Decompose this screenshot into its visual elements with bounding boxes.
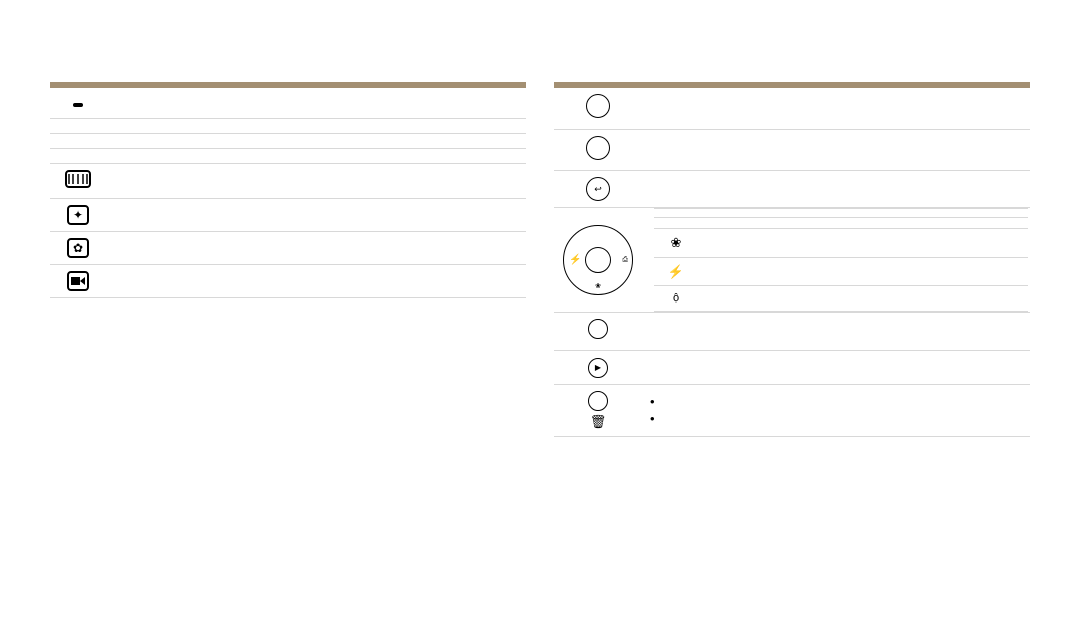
- buttons-section: ↩ ⎙ ❀ ⚡: [554, 76, 1030, 437]
- macro-other: [863, 229, 1028, 258]
- mode-settings-desc: [106, 232, 526, 265]
- ael-desc: [642, 88, 1030, 129]
- page-footer: [0, 598, 1080, 612]
- menu-icon: [586, 136, 610, 160]
- back-desc: [642, 171, 1030, 208]
- flash-basic: [698, 257, 863, 286]
- mode-video-desc: [106, 265, 526, 298]
- flash-other: [863, 257, 1028, 286]
- mode-dial-table: ✦ ✿: [50, 82, 526, 298]
- mode-settings-icon: ✿: [67, 238, 89, 258]
- mode-video-icon: [50, 265, 106, 298]
- disp-basic: [698, 218, 863, 229]
- fn-desc: [642, 384, 1030, 437]
- ok-icon: [588, 319, 608, 339]
- ok-desc: [642, 313, 1030, 351]
- th-basic-func: [698, 209, 863, 218]
- mode-magic-desc: [106, 199, 526, 232]
- flash-icon: ⚡: [654, 257, 698, 286]
- buttons-table: ↩ ⎙ ❀ ⚡: [554, 82, 1030, 437]
- th-other-func: [863, 209, 1028, 218]
- mode-p-desc: [106, 118, 526, 133]
- mode-auto-icon: [73, 103, 83, 107]
- timer-icon: ộ: [654, 286, 698, 312]
- mode-dial-section: ✦ ✿: [50, 76, 526, 437]
- back-icon: ↩: [586, 177, 610, 201]
- disp-other: [863, 218, 1028, 229]
- menu-desc: [642, 129, 1030, 171]
- ael-icon: [586, 94, 610, 118]
- timer-other: [863, 286, 1028, 312]
- mode-scn-desc: [106, 148, 526, 163]
- fn-trash-icon: 🗑︎: [558, 391, 638, 431]
- play-icon: ▶: [588, 358, 608, 378]
- play-desc: [642, 350, 1030, 384]
- mode-m-desc: [106, 133, 526, 148]
- mode-magic-icon: ✦: [67, 205, 89, 225]
- nav-subtable: ❀ ⚡ ộ: [654, 208, 1028, 312]
- macro-basic: [698, 229, 863, 258]
- macro-icon: ❀: [654, 229, 698, 258]
- timer-basic: [698, 286, 863, 312]
- mode-panorama-desc: [106, 163, 526, 199]
- mode-auto-desc: [106, 88, 526, 118]
- mode-panorama-icon: [50, 163, 106, 199]
- nav-wheel-icon: ⎙ ❀ ⚡: [563, 225, 633, 295]
